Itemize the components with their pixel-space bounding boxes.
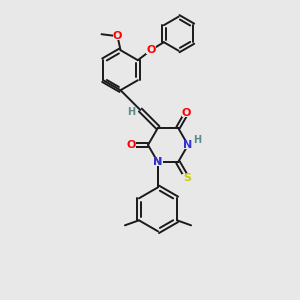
Text: N: N — [153, 157, 163, 167]
FancyBboxPatch shape — [192, 136, 202, 144]
Text: H: H — [193, 135, 201, 145]
FancyBboxPatch shape — [126, 141, 136, 149]
FancyBboxPatch shape — [183, 141, 193, 149]
FancyBboxPatch shape — [126, 108, 136, 116]
Text: N: N — [153, 157, 163, 167]
FancyBboxPatch shape — [112, 32, 122, 40]
FancyBboxPatch shape — [182, 109, 191, 117]
Text: N: N — [183, 140, 193, 150]
Text: S: S — [183, 173, 191, 183]
Text: H: H — [127, 107, 135, 117]
FancyBboxPatch shape — [182, 174, 192, 182]
Text: O: O — [126, 140, 136, 150]
Text: O: O — [182, 108, 191, 118]
Text: O: O — [146, 45, 155, 55]
Text: O: O — [113, 31, 122, 41]
FancyBboxPatch shape — [146, 46, 156, 54]
FancyBboxPatch shape — [153, 158, 163, 166]
FancyBboxPatch shape — [153, 158, 163, 166]
